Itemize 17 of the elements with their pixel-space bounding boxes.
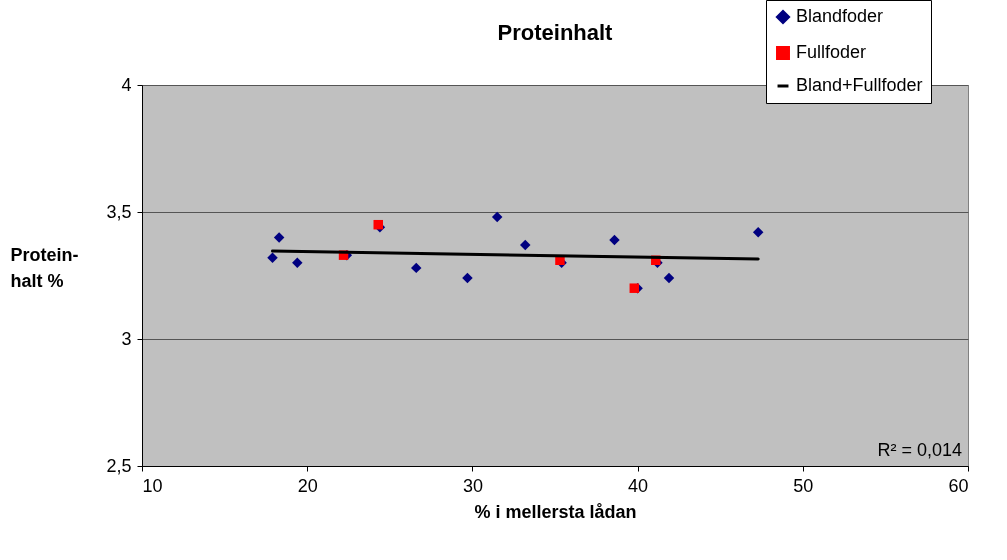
y-tick-label: 2,5 bbox=[106, 455, 132, 476]
y-tick-label: 3 bbox=[121, 328, 132, 349]
x-tick-label: 50 bbox=[793, 475, 814, 496]
y-tick-label: 3,5 bbox=[106, 201, 132, 222]
legend-label: Bland+Fullfoder bbox=[796, 75, 923, 95]
x-tick-label: 10 bbox=[142, 475, 163, 496]
x-tick-label: 30 bbox=[462, 475, 483, 496]
x-axis-title: % i mellersta lådan bbox=[474, 501, 637, 522]
y-tick-label: 4 bbox=[121, 74, 132, 95]
x-tick-label: 60 bbox=[948, 475, 969, 496]
legend-label: Fullfoder bbox=[796, 42, 867, 62]
chart-title: Proteinhalt bbox=[497, 20, 614, 45]
legend-label: Blandfoder bbox=[796, 6, 884, 26]
x-tick-label: 20 bbox=[297, 475, 318, 496]
x-tick-label: 40 bbox=[628, 475, 649, 496]
y-axis-title: Protein- halt % bbox=[10, 244, 79, 291]
annotation: R² = 0,014 bbox=[877, 440, 962, 460]
